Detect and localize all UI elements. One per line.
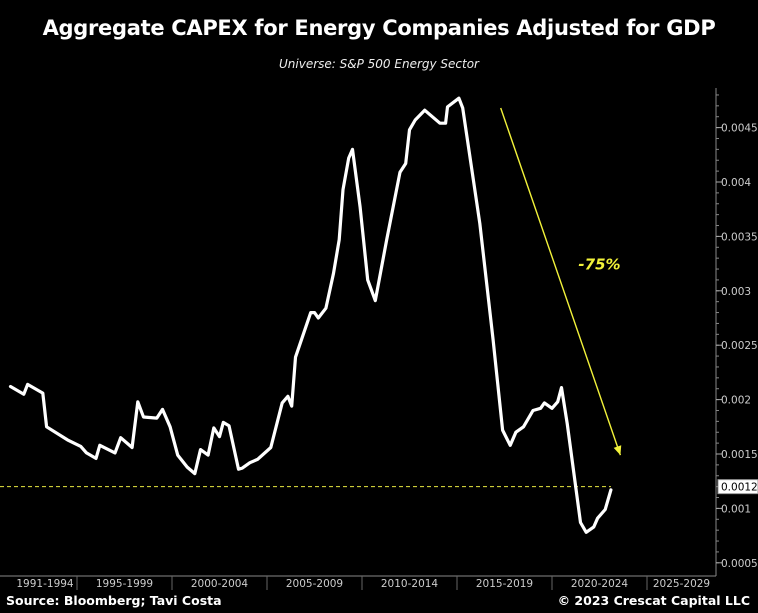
annotation-label: -75% xyxy=(578,256,620,274)
y-tick-label: 0.0015 xyxy=(721,449,758,461)
last-value-label: 0.0012 xyxy=(721,482,758,494)
x-tick-label: 1991-1994 xyxy=(16,578,74,590)
y-tick-label: 0.0045 xyxy=(721,123,758,135)
source-note: Source: Bloomberg; Tavi Costa xyxy=(6,593,222,608)
y-tick-label: 0.0035 xyxy=(721,231,758,243)
chart-title: Aggregate CAPEX for Energy Companies Adj… xyxy=(42,16,716,40)
y-tick-label: 0.0025 xyxy=(721,340,758,352)
y-tick-label: 0.003 xyxy=(721,286,751,298)
trend-arrow-head-icon xyxy=(613,445,622,456)
x-tick-label: 2015-2019 xyxy=(476,578,533,590)
x-tick-label: 2010-2014 xyxy=(381,578,439,590)
x-tick-label: 2005-2009 xyxy=(286,578,343,590)
y-tick-label: 0.004 xyxy=(721,177,751,189)
y-tick-label: 0.0005 xyxy=(721,558,758,570)
x-tick-label: 2000-2004 xyxy=(191,578,249,590)
last-value-box xyxy=(717,479,758,495)
x-tick-label: 1995-1999 xyxy=(96,578,153,590)
chart-subtitle: Universe: S&P 500 Energy Sector xyxy=(279,57,479,71)
trend-arrow-line xyxy=(500,107,622,456)
capex-series-line xyxy=(8,96,613,534)
y-tick-label: 0.002 xyxy=(721,395,751,407)
y-tick-label: 0.001 xyxy=(721,503,751,515)
x-tick-label: 2025-2029 xyxy=(653,578,710,590)
x-tick-label: 2020-2024 xyxy=(571,578,629,590)
copyright-note: © 2023 Crescat Capital LLC xyxy=(557,593,750,608)
